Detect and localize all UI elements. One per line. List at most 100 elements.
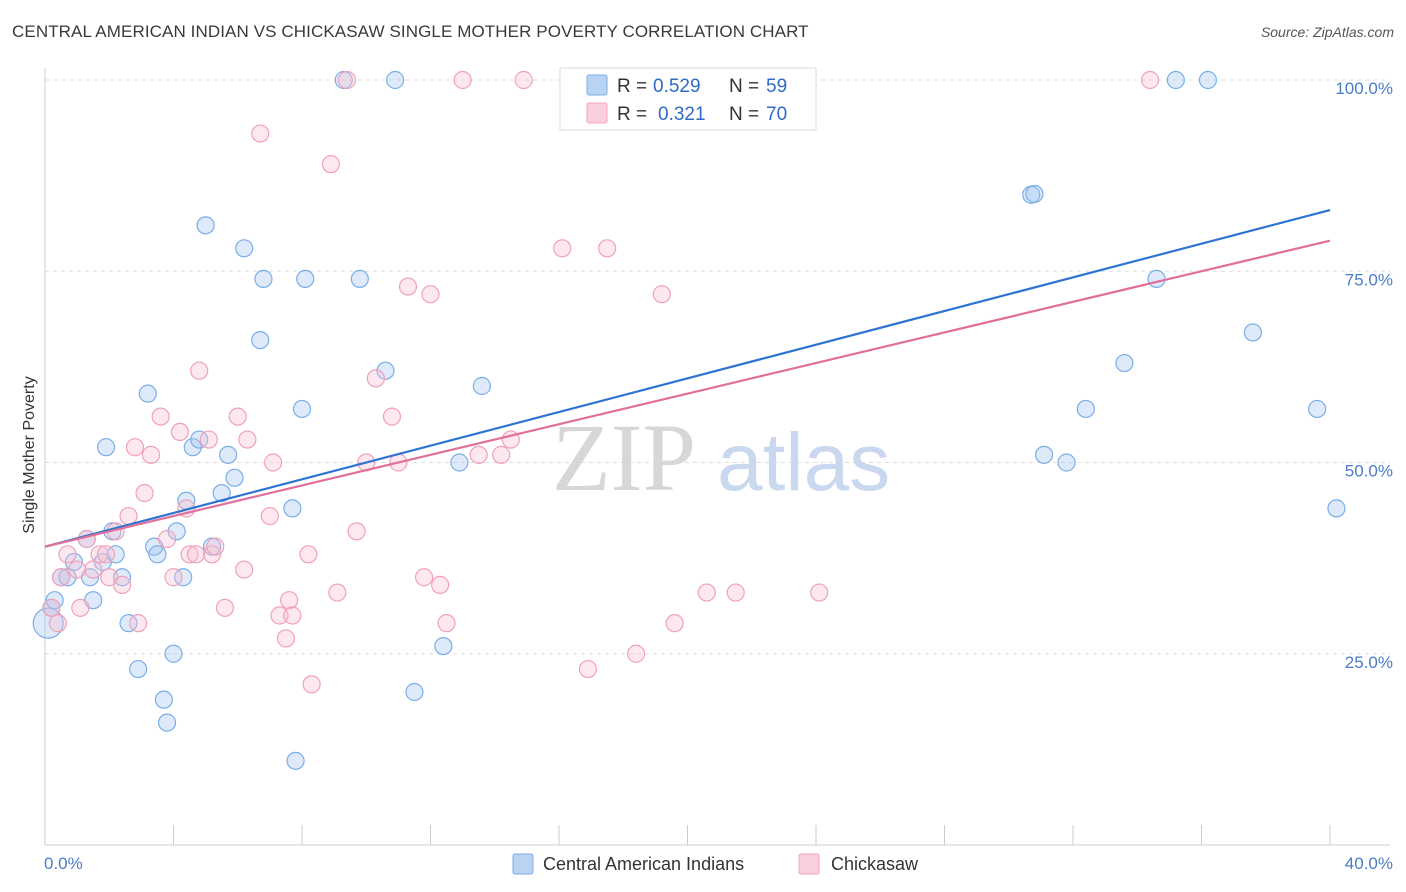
point-blue-36	[286, 751, 305, 770]
point-pink-47	[366, 369, 385, 388]
point-pink-33	[251, 124, 270, 143]
point-pink-4	[68, 560, 87, 579]
point-blue-35	[283, 499, 302, 518]
point-pink-54	[437, 614, 456, 633]
point-blue-55	[1198, 70, 1218, 90]
legend-r-value-1: 0.529	[653, 76, 701, 97]
point-pink-18	[151, 407, 170, 426]
point-pink-65	[665, 614, 684, 633]
point-pink-56	[469, 445, 488, 464]
legend-r-label-1: R =	[617, 76, 647, 97]
point-blue-42	[386, 70, 405, 90]
point-pink-35	[263, 453, 283, 472]
point-blue-15	[129, 659, 148, 679]
point-pink-31	[235, 560, 254, 579]
point-pink-66	[697, 583, 716, 602]
point-blue-27	[196, 216, 215, 235]
point-pink-62	[598, 239, 617, 258]
point-blue-43	[405, 682, 424, 702]
point-pink-30	[228, 407, 247, 426]
point-pink-24	[186, 545, 206, 564]
point-pink-68	[810, 583, 829, 602]
point-pink-55	[453, 70, 472, 90]
point-pink-51	[414, 568, 434, 587]
point-pink-67	[726, 583, 745, 602]
axes	[44, 68, 1390, 846]
point-blue-57	[1308, 399, 1327, 419]
legend-n-label-1: N =	[729, 76, 759, 97]
point-blue-21	[164, 644, 183, 663]
legend-n-value-2: 70	[766, 104, 787, 125]
legend-swatch-blue	[586, 74, 608, 96]
point-blue-13	[112, 568, 132, 587]
point-blue-53	[1147, 269, 1166, 288]
point-blue-50	[1057, 453, 1076, 472]
point-pink-53	[431, 575, 450, 595]
point-pink-37	[276, 629, 296, 648]
point-blue-18	[148, 545, 167, 564]
trendline-pink	[44, 239, 1331, 548]
legend: R = 0.529 N = 59 R = 0.321 N = 70	[559, 67, 817, 131]
point-pink-38	[280, 591, 299, 610]
point-blue-52	[1115, 353, 1134, 373]
trendlines	[44, 208, 1331, 548]
point-blue-10	[96, 438, 116, 457]
point-blue-46	[472, 376, 491, 396]
y-tick-labels: 25.0% 50.0% 75.0% 100.0%	[1335, 79, 1393, 672]
y-tick-label-0: 25.0%	[1345, 653, 1393, 672]
trendline-blue	[44, 208, 1331, 548]
point-pink-42	[321, 155, 341, 174]
point-blue-54	[1166, 70, 1185, 90]
legend-r-value-2: 0.321	[658, 104, 706, 125]
point-blue-29	[212, 484, 231, 503]
point-pink-63	[626, 644, 646, 663]
point-pink-1	[48, 614, 67, 633]
point-pink-34	[260, 506, 279, 526]
point-blue-22	[167, 522, 186, 541]
bottom-legend: Central American Indians Chickasaw	[512, 853, 919, 875]
point-blue-34	[254, 269, 273, 288]
point-pink-45	[347, 522, 366, 541]
point-blue-48	[1025, 184, 1044, 204]
point-blue-40	[350, 269, 369, 288]
point-blue-56	[1243, 323, 1263, 342]
y-tick-label-2: 75.0%	[1345, 270, 1393, 289]
chart-source: Source: ZipAtlas.com	[1260, 24, 1394, 40]
point-pink-25	[190, 361, 209, 380]
bottom-legend-label-pink: Chickasaw	[831, 854, 919, 874]
point-blue-4	[58, 568, 77, 587]
point-blue-12	[106, 545, 125, 564]
point-blue-20	[157, 713, 177, 732]
point-pink-41	[302, 675, 321, 694]
point-blue-41	[376, 361, 395, 380]
point-pink-2	[51, 568, 71, 587]
point-blue-37	[292, 399, 312, 419]
point-pink-59	[514, 70, 533, 90]
point-blue-44	[434, 636, 453, 656]
watermark-zip: ZIP	[552, 404, 696, 511]
x-tick-label-1: 40.0%	[1345, 854, 1393, 873]
point-blue-38	[296, 269, 315, 288]
point-pink-36	[270, 606, 289, 625]
y-tick-label-3: 100.0%	[1335, 79, 1393, 98]
point-blue-26	[190, 430, 209, 449]
point-pink-64	[652, 285, 671, 304]
series-chickasaw	[42, 70, 1160, 694]
point-blue-49	[1034, 445, 1054, 464]
point-pink-14	[125, 438, 145, 457]
point-blue-19	[154, 690, 173, 709]
legend-n-value-1: 59	[766, 76, 787, 97]
point-pink-50	[398, 277, 418, 296]
point-pink-43	[328, 583, 347, 602]
point-blue-45	[450, 453, 469, 472]
point-pink-8	[90, 545, 109, 564]
chart-title: CENTRAL AMERICAN INDIAN VS CHICKASAW SIN…	[12, 22, 809, 41]
point-blue-16	[138, 384, 157, 403]
bottom-legend-label-blue: Central American Indians	[543, 854, 744, 874]
point-blue-14	[119, 614, 138, 633]
point-pink-57	[492, 445, 511, 464]
point-pink-39	[283, 606, 302, 625]
point-blue-30	[219, 445, 238, 464]
point-pink-28	[206, 537, 225, 556]
